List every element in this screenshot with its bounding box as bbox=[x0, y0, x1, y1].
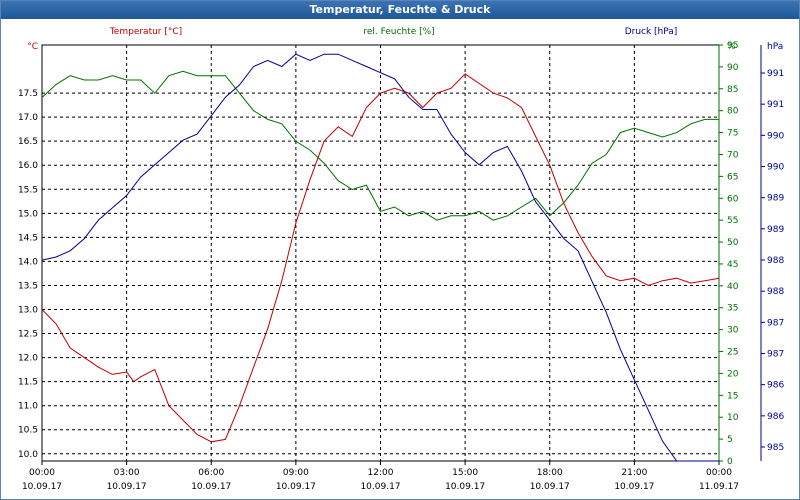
temperature-tick-label: 17.0 bbox=[18, 113, 38, 123]
pressure-tick-label: 989 bbox=[767, 194, 784, 204]
pressure-tick-label: 986 bbox=[767, 412, 784, 422]
x-tick-time-label: 06:00 bbox=[198, 468, 224, 478]
weather-chart: Temperatur [°C] rel. Feuchte [%] Druck [… bbox=[18, 27, 784, 492]
x-tick-date-label: 10.09.17 bbox=[530, 482, 570, 492]
humidity-tick-label: 70 bbox=[727, 150, 739, 160]
humidity-tick-label: 25 bbox=[727, 348, 738, 358]
temperature-tick-label: 11.0 bbox=[18, 402, 38, 412]
humidity-tick-label: 65 bbox=[727, 172, 738, 182]
humidity-tick-label: 90 bbox=[727, 63, 739, 73]
humidity-tick-label: 55 bbox=[727, 216, 738, 226]
pressure-tick-label: 986 bbox=[767, 381, 784, 391]
humidity-tick-label: 60 bbox=[727, 194, 739, 204]
pressure-tick-label: 990 bbox=[767, 131, 784, 141]
temperature-series-line bbox=[41, 73, 720, 443]
temperature-axis-title: Temperatur [°C] bbox=[109, 27, 182, 37]
temperature-tick-label: 10.5 bbox=[18, 426, 38, 436]
temperature-tick-label: 14.5 bbox=[18, 233, 38, 243]
x-tick-date-label: 10.09.17 bbox=[614, 482, 654, 492]
temperature-tick-label: 15.0 bbox=[18, 209, 38, 219]
humidity-tick-label: 30 bbox=[727, 326, 739, 336]
humidity-axis-title: rel. Feuchte [%] bbox=[363, 27, 434, 37]
axes: Temperatur [°C] rel. Feuchte [%] Druck [… bbox=[18, 27, 784, 492]
x-tick-time-label: 15:00 bbox=[452, 468, 478, 478]
temperature-tick-label: 15.5 bbox=[18, 185, 38, 195]
x-tick-time-label: 09:00 bbox=[283, 468, 309, 478]
pressure-series-line bbox=[41, 53, 719, 462]
x-tick-time-label: 21:00 bbox=[621, 468, 647, 478]
humidity-tick-label: 95 bbox=[727, 41, 738, 51]
humidity-tick-label: 0 bbox=[727, 457, 733, 467]
humidity-tick-label: 15 bbox=[727, 391, 738, 401]
temperature-tick-label: 17.5 bbox=[18, 89, 38, 99]
pressure-tick-label: 991 bbox=[767, 69, 784, 79]
humidity-series-line bbox=[41, 70, 719, 221]
pressure-tick-label: 990 bbox=[767, 163, 784, 173]
humidity-tick-label: 5 bbox=[727, 435, 733, 445]
humidity-tick-label: 35 bbox=[727, 304, 738, 314]
x-tick-date-label: 10.09.17 bbox=[22, 482, 62, 492]
series bbox=[41, 53, 720, 462]
humidity-tick-label: 20 bbox=[727, 369, 739, 379]
humidity-unit-label: % bbox=[727, 42, 736, 52]
temperature-tick-label: 13.0 bbox=[18, 306, 38, 316]
x-tick-date-label: 10.09.17 bbox=[360, 482, 400, 492]
x-tick-time-label: 03:00 bbox=[114, 468, 140, 478]
pressure-tick-label: 987 bbox=[767, 318, 784, 328]
humidity-tick-label: 75 bbox=[727, 129, 738, 139]
temperature-tick-label: 14.0 bbox=[18, 257, 38, 267]
window-title: Temperatur, Feuchte & Druck bbox=[1, 1, 799, 19]
temperature-tick-label: 12.5 bbox=[18, 330, 38, 340]
x-tick-time-label: 00:00 bbox=[29, 468, 55, 478]
x-tick-date-label: 11.09.17 bbox=[699, 482, 739, 492]
pressure-tick-label: 991 bbox=[767, 100, 784, 110]
x-tick-time-label: 18:00 bbox=[537, 468, 563, 478]
temperature-tick-label: 11.5 bbox=[18, 378, 38, 388]
grid bbox=[41, 44, 720, 465]
pressure-tick-label: 988 bbox=[767, 287, 784, 297]
humidity-tick-label: 80 bbox=[727, 107, 739, 117]
humidity-tick-label: 50 bbox=[727, 238, 739, 248]
x-tick-date-label: 10.09.17 bbox=[191, 482, 231, 492]
pressure-tick-label: 987 bbox=[767, 350, 784, 360]
pressure-unit-label: hPa bbox=[767, 42, 783, 52]
x-tick-date-label: 10.09.17 bbox=[276, 482, 316, 492]
x-tick-date-label: 10.09.17 bbox=[445, 482, 485, 492]
pressure-tick-label: 988 bbox=[767, 256, 784, 266]
pressure-tick-label: 989 bbox=[767, 225, 784, 235]
temperature-tick-label: 12.0 bbox=[18, 354, 38, 364]
humidity-tick-label: 10 bbox=[727, 413, 739, 423]
pressure-axis-title: Druck [hPa] bbox=[625, 27, 678, 37]
x-tick-time-label: 12:00 bbox=[368, 468, 394, 478]
pressure-tick-label: 985 bbox=[767, 443, 784, 453]
humidity-tick-label: 85 bbox=[727, 85, 738, 95]
x-tick-date-label: 10.09.17 bbox=[107, 482, 147, 492]
temperature-tick-label: 10.0 bbox=[18, 450, 38, 460]
temperature-tick-label: 13.5 bbox=[18, 281, 38, 291]
temperature-unit-label: °C bbox=[27, 42, 38, 52]
x-tick-time-label: 00:00 bbox=[706, 468, 732, 478]
temperature-tick-label: 16.0 bbox=[18, 161, 38, 171]
humidity-tick-label: 45 bbox=[727, 260, 738, 270]
humidity-tick-label: 40 bbox=[727, 282, 739, 292]
temperature-tick-label: 16.5 bbox=[18, 137, 38, 147]
